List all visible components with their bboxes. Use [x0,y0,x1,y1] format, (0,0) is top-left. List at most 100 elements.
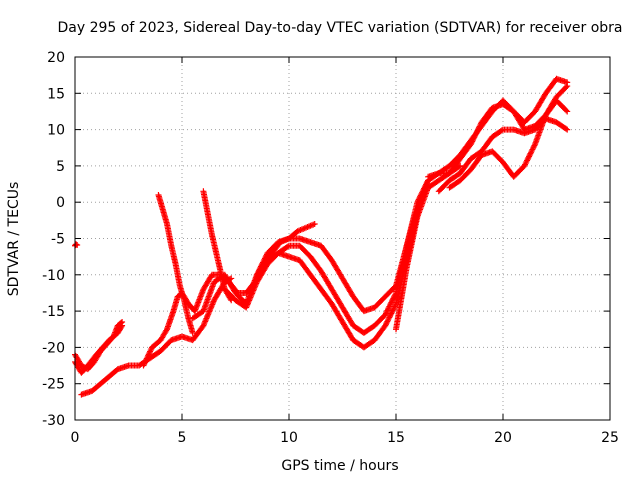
plot-frame [74,56,611,421]
data-point-marker [260,258,267,265]
data-point-marker [456,163,463,170]
data-point-marker [147,348,154,355]
data-point-marker [189,329,196,336]
data-point-marker [387,300,394,307]
data-point-marker [390,295,397,302]
data-point-marker [384,318,391,325]
grid [75,57,610,420]
x-tick-label: 10 [280,430,298,446]
data-point-marker [524,156,531,163]
data-point-marker [529,146,536,153]
data-point-marker [530,143,537,150]
data-series [72,75,571,398]
data-point-marker [141,359,148,366]
data-point-marker [259,259,266,266]
data-point-marker [388,299,395,306]
y-tick-label: 0 [56,195,65,211]
data-point-marker [311,220,318,227]
data-point-marker [382,322,389,329]
data-point-marker [391,303,398,310]
data-point-marker [498,127,505,134]
data-point-marker [383,319,390,326]
data-point-marker [522,161,529,168]
data-point-marker [255,267,262,274]
data-point-marker [255,269,262,276]
y-tick-label: -10 [42,268,65,284]
data-point-marker [563,125,570,132]
data-point-marker [522,160,529,167]
data-point-marker [147,347,154,354]
data-point-marker [262,254,269,261]
data-point-marker [143,356,150,363]
data-point-marker [382,310,389,317]
series-track-f [155,191,196,336]
data-point-marker [163,327,170,334]
data-point-marker [564,108,571,115]
y-tick-label: -25 [42,377,65,393]
data-point-marker [388,310,395,317]
y-tick-label: 10 [47,123,65,139]
data-point-marker [530,145,537,152]
data-point-marker [73,241,80,248]
data-point-marker [382,321,389,328]
data-point-marker [383,309,390,316]
y-tick-label: 15 [47,86,65,102]
data-point-marker [119,322,126,329]
data-point-marker [384,306,391,313]
data-point-marker [390,306,397,313]
y-tick-label: -30 [42,413,65,429]
data-point-marker [390,294,397,301]
y-axis-label: SDTVAR / TECUs [6,182,22,297]
data-point-marker [564,126,571,133]
data-point-marker [527,150,534,157]
data-point-marker [144,354,151,361]
data-point-marker [524,157,531,164]
data-point-marker [384,307,391,314]
data-point-marker [386,313,393,320]
data-point-marker [388,298,395,305]
x-tick-label: 20 [494,430,512,446]
data-point-marker [261,256,268,263]
data-point-marker [118,323,125,330]
data-point-marker [385,304,392,311]
data-point-marker [142,358,149,365]
y-tick-label: 5 [56,159,65,175]
data-point-marker [385,315,392,322]
data-point-marker [391,292,398,299]
data-point-marker [392,291,399,298]
data-point-marker [382,311,389,318]
series-track-n [446,83,571,191]
data-point-marker [563,84,570,91]
data-point-marker [145,352,152,359]
x-tick-label: 0 [71,430,80,446]
data-point-marker [386,303,393,310]
data-point-marker [523,158,530,165]
y-tick-label: -5 [51,232,65,248]
data-point-marker [259,260,266,267]
x-axis-label: GPS time / hours [281,458,398,474]
data-point-marker [528,147,535,154]
data-point-marker [392,302,399,309]
data-point-marker [257,264,264,271]
axis-ticks: 0 5 10 15 20 25 -30 -25 -20 -15 -10 -5 0 5 10 15 20 [42,50,619,446]
data-point-marker [263,252,270,259]
data-point-marker [254,270,261,277]
x-tick-label: 15 [387,430,405,446]
data-point-marker [253,271,260,278]
data-point-marker [145,351,152,358]
data-point-marker [386,302,393,309]
data-point-marker [528,149,535,156]
data-point-marker [388,309,395,316]
x-tick-label: 25 [601,430,619,446]
x-tick-label: 5 [178,430,187,446]
data-point-marker [389,296,396,303]
data-point-marker [140,362,147,369]
data-point-marker [384,317,391,324]
series-track-l [425,75,571,180]
data-point-marker [389,307,396,314]
data-point-marker [146,349,153,356]
data-point-marker [564,83,571,90]
data-point-marker [284,243,291,250]
